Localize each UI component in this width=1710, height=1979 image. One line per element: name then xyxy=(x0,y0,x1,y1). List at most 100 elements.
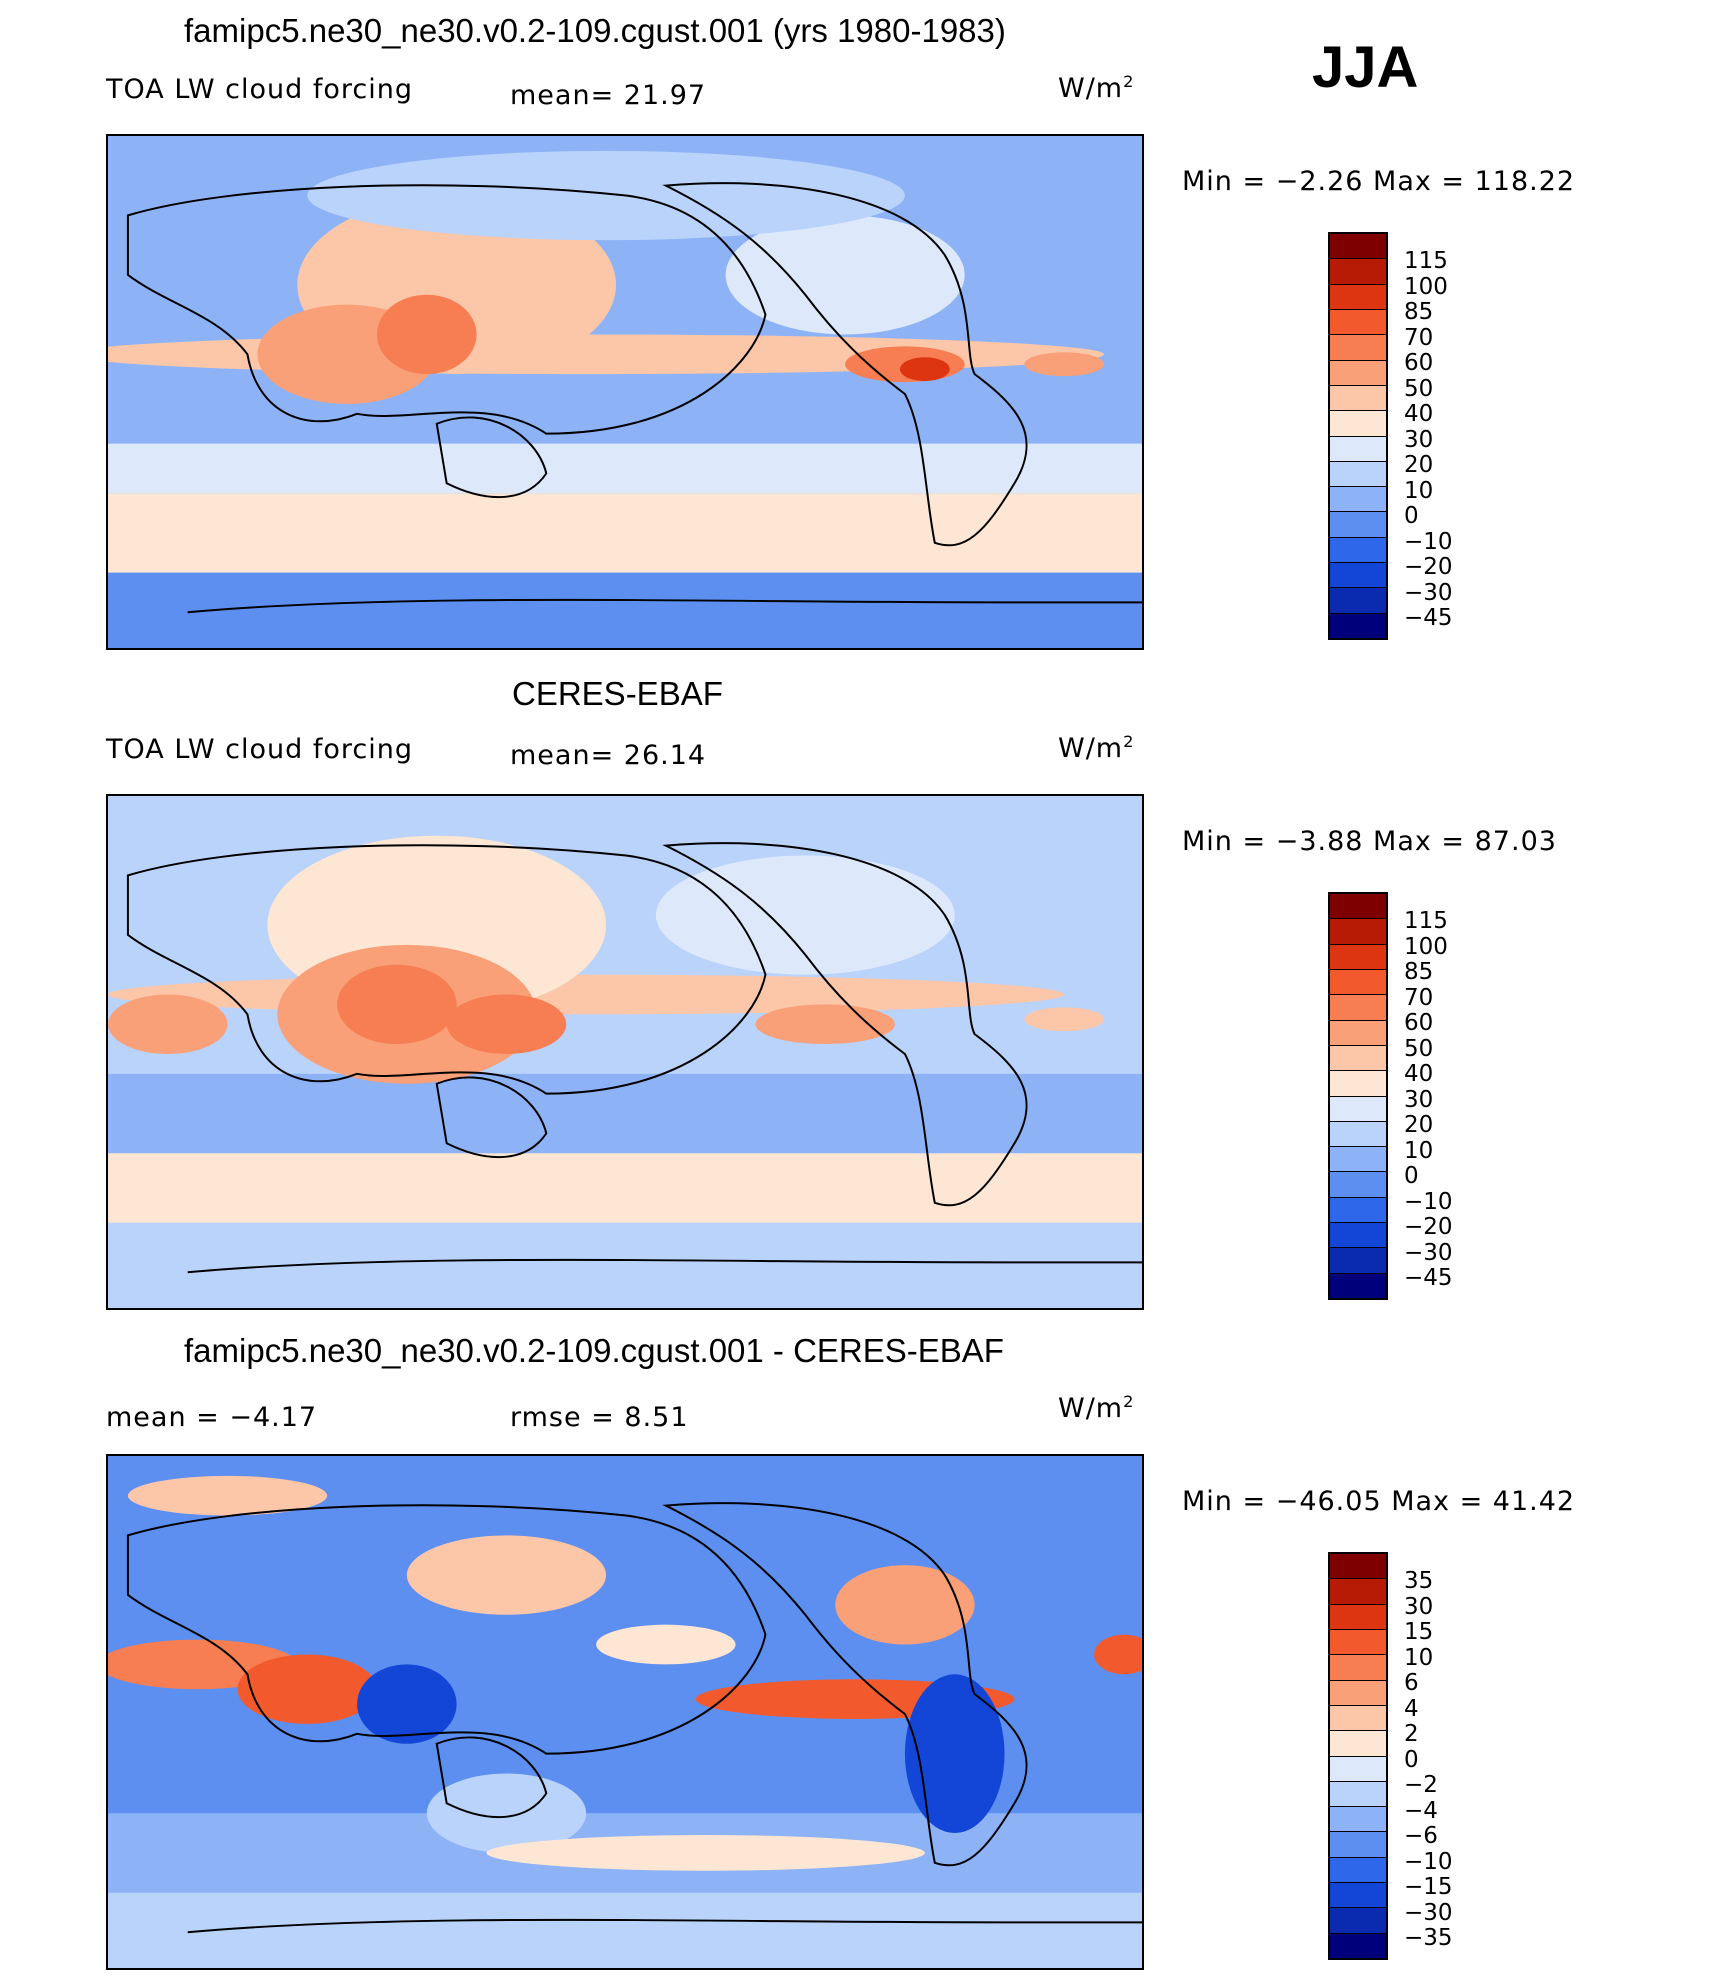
colorbar-label: −30 xyxy=(1404,1899,1453,1926)
colorbar-label: 10 xyxy=(1404,1137,1434,1164)
colorbar-label: 15 xyxy=(1404,1619,1434,1645)
colorbar-swatch xyxy=(1330,1908,1386,1934)
colorbar-swatch xyxy=(1330,1832,1386,1858)
colorbar-label: 0 xyxy=(1404,503,1419,529)
colorbar-label: 30 xyxy=(1404,1593,1434,1620)
colorbar-label: −20 xyxy=(1404,554,1453,580)
panel-2-variable-label: TOA LW cloud forcing xyxy=(106,734,413,765)
colorbar-label: 70 xyxy=(1404,984,1434,1011)
colorbar-swatch xyxy=(1330,1147,1386,1173)
panel-1-title: famipc5.ne30_ne30.v0.2-109.cgust.001 (yr… xyxy=(184,12,1006,49)
colorbar-label: 0 xyxy=(1404,1746,1419,1773)
colorbar-swatch xyxy=(1330,613,1386,638)
panel-3-units: W/m2 xyxy=(1058,1392,1135,1424)
panel-1-variable-label: TOA LW cloud forcing xyxy=(106,74,413,105)
colorbar-label: −10 xyxy=(1404,1848,1453,1875)
colorbar-swatch xyxy=(1330,1756,1386,1782)
colorbar-label: −20 xyxy=(1404,1214,1453,1240)
panel-1-map xyxy=(106,134,1144,650)
colorbar-swatch xyxy=(1330,1020,1386,1046)
panel-2-colorbar xyxy=(1328,892,1388,1300)
colorbar-label: −45 xyxy=(1404,1265,1453,1291)
panel-3-title: famipc5.ne30_ne30.v0.2-109.cgust.001 - C… xyxy=(184,1332,1004,1369)
colorbar-label: 6 xyxy=(1404,1670,1419,1696)
colorbar-label: 40 xyxy=(1404,1061,1434,1087)
panel-1-mean: mean= 21.97 xyxy=(510,80,707,111)
colorbar-swatch xyxy=(1330,1655,1386,1681)
colorbar-swatch xyxy=(1330,969,1386,996)
colorbar-swatch xyxy=(1330,919,1386,945)
colorbar-swatch xyxy=(1330,284,1386,310)
colorbar-label: −30 xyxy=(1404,1239,1453,1266)
colorbar-swatch xyxy=(1330,894,1386,920)
panel-2-map xyxy=(106,794,1144,1310)
colorbar-swatch xyxy=(1330,588,1386,614)
colorbar-label: 2 xyxy=(1404,1721,1419,1747)
colorbar-swatch xyxy=(1330,436,1386,462)
colorbar-swatch xyxy=(1330,563,1386,589)
colorbar-swatch xyxy=(1330,1172,1386,1198)
colorbar-swatch xyxy=(1330,1579,1386,1605)
panel-2-min-max: Min = −3.88 Max = 87.03 xyxy=(1182,826,1557,857)
colorbar-label: 100 xyxy=(1404,933,1448,960)
colorbar-label: 20 xyxy=(1404,452,1434,478)
colorbar-label: −10 xyxy=(1404,1188,1453,1215)
panel-1-units: W/m2 xyxy=(1058,72,1135,104)
colorbar-label: −30 xyxy=(1404,579,1453,606)
colorbar-label: −15 xyxy=(1404,1874,1453,1900)
colorbar-swatch xyxy=(1330,1680,1386,1706)
colorbar-label: 10 xyxy=(1404,1644,1434,1671)
colorbar-label: 85 xyxy=(1404,959,1434,985)
colorbar-swatch xyxy=(1330,234,1386,260)
colorbar-label: 115 xyxy=(1404,248,1448,274)
colorbar-label: −35 xyxy=(1404,1925,1453,1951)
colorbar-label: 35 xyxy=(1404,1568,1434,1594)
panel-1-min-max: Min = −2.26 Max = 118.22 xyxy=(1182,166,1576,197)
colorbar-swatch xyxy=(1330,385,1386,412)
colorbar-swatch xyxy=(1330,1223,1386,1249)
colorbar-label: 20 xyxy=(1404,1112,1434,1138)
colorbar-label: 0 xyxy=(1404,1163,1419,1189)
colorbar-swatch xyxy=(1330,1248,1386,1274)
colorbar-swatch xyxy=(1330,1045,1386,1072)
colorbar-label: 10 xyxy=(1404,477,1434,504)
colorbar-swatch xyxy=(1330,1554,1386,1580)
colorbar-swatch xyxy=(1330,944,1386,970)
colorbar-swatch xyxy=(1330,1933,1386,1958)
colorbar-swatch xyxy=(1330,1731,1386,1757)
colorbar-label: 60 xyxy=(1404,1010,1434,1036)
colorbar-swatch xyxy=(1330,1857,1386,1884)
colorbar-label: 30 xyxy=(1404,426,1434,453)
colorbar-label: 50 xyxy=(1404,375,1434,402)
colorbar-swatch xyxy=(1330,1604,1386,1630)
panel-3-colorbar xyxy=(1328,1552,1388,1960)
colorbar-swatch xyxy=(1330,1121,1386,1148)
colorbar-label: 60 xyxy=(1404,350,1434,376)
colorbar-label: −10 xyxy=(1404,528,1453,555)
colorbar-swatch xyxy=(1330,1781,1386,1808)
colorbar-swatch xyxy=(1330,1071,1386,1097)
colorbar-swatch xyxy=(1330,461,1386,488)
colorbar-label: −2 xyxy=(1404,1772,1438,1798)
colorbar-swatch xyxy=(1330,487,1386,513)
panel-3-mean: mean = −4.17 xyxy=(106,1402,318,1433)
colorbar-swatch xyxy=(1330,537,1386,564)
colorbar-label: 70 xyxy=(1404,324,1434,351)
colorbar-swatch xyxy=(1330,995,1386,1021)
panel-3-rmse: rmse = 8.51 xyxy=(510,1402,689,1433)
panel-1-colorbar xyxy=(1328,232,1388,640)
colorbar-swatch xyxy=(1330,360,1386,386)
colorbar-swatch xyxy=(1330,309,1386,336)
colorbar-swatch xyxy=(1330,259,1386,285)
season-label: JJA xyxy=(1312,35,1419,100)
colorbar-label: 100 xyxy=(1404,273,1448,300)
colorbar-label: −45 xyxy=(1404,605,1453,631)
colorbar-label: 40 xyxy=(1404,401,1434,427)
colorbar-label: −6 xyxy=(1404,1823,1438,1849)
colorbar-swatch xyxy=(1330,1883,1386,1909)
panel-3-min-max: Min = −46.05 Max = 41.42 xyxy=(1182,1486,1576,1517)
colorbar-swatch xyxy=(1330,335,1386,361)
colorbar-label: 4 xyxy=(1404,1695,1419,1722)
colorbar-label: 50 xyxy=(1404,1035,1434,1062)
colorbar-swatch xyxy=(1330,1273,1386,1298)
